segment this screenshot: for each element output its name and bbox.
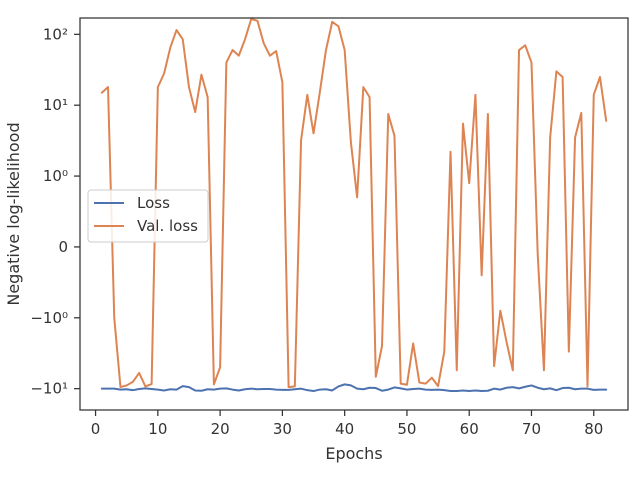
y-axis-ticks: 10² 10¹ 10⁰ 0 −10⁰ −10¹ [30, 25, 80, 398]
x-tick-label: 50 [397, 420, 416, 438]
x-tick-label: 30 [273, 420, 292, 438]
y-tick-label: 0 [58, 238, 68, 256]
legend-label-loss: Loss [137, 194, 170, 212]
x-tick-label: 0 [91, 420, 101, 438]
series-layer [100, 17, 608, 393]
x-tick-label: 70 [522, 420, 541, 438]
legend-label-val-loss: Val. loss [137, 217, 198, 235]
x-tick-label: 60 [460, 420, 479, 438]
y-tick-label: −10⁰ [30, 309, 68, 327]
x-tick-label: 80 [584, 420, 603, 438]
y-axis-label: Negative log-likelihood [4, 122, 23, 305]
series-line-val-loss [100, 17, 608, 389]
plot-frame [79, 17, 629, 411]
x-axis-label: Epochs [325, 444, 382, 463]
series-line-loss [100, 383, 608, 393]
x-tick-label: 40 [335, 420, 354, 438]
y-tick-label: 10⁰ [43, 167, 68, 185]
y-tick-label: 10² [43, 25, 68, 43]
y-tick-label: −10¹ [30, 380, 68, 398]
x-axis-ticks: 0 10 20 30 40 50 60 70 80 [91, 410, 603, 438]
legend: Loss Val. loss [87, 189, 209, 243]
x-tick-label: 10 [148, 420, 167, 438]
x-tick-label: 20 [211, 420, 230, 438]
y-tick-label: 10¹ [43, 96, 68, 114]
